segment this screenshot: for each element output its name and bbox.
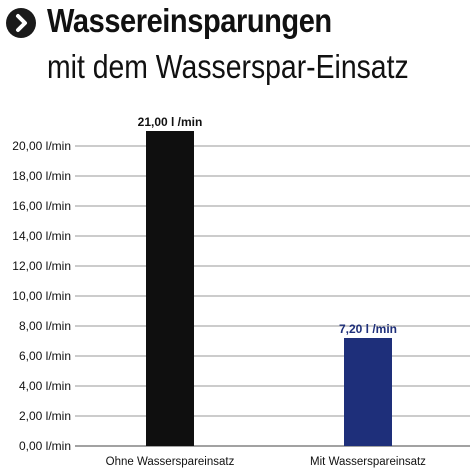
y-tick-label: 0,00 l/min [19,439,71,453]
data-label: 7,20 l /min [339,322,397,336]
bar-without [146,131,194,446]
y-tick-label: 6,00 l/min [19,349,71,363]
x-category-label: Mit Wasserspareinsatz [310,456,426,468]
page-subtitle: mit dem Wasserspar-Einsatz [47,48,409,85]
y-tick-label: 8,00 l/min [19,319,71,333]
page-title: Wassereinsparungen [47,2,332,39]
data-label: 21,00 l /min [138,115,203,129]
y-tick-label: 4,00 l/min [19,379,71,393]
x-category-label: Ohne Wasserspareinsatz [106,456,235,468]
y-tick-label: 12,00 l/min [12,259,71,273]
y-tick-label: 14,00 l/min [12,229,71,243]
y-tick-label: 20,00 l/min [12,139,71,153]
y-tick-label: 18,00 l/min [12,169,71,183]
y-tick-label: 16,00 l/min [12,199,71,213]
y-tick-label: 10,00 l/min [12,289,71,303]
header: Wassereinsparungen mit dem Wasserspar-Ei… [0,0,475,95]
bar-with [344,338,392,446]
y-tick-label: 2,00 l/min [19,409,71,423]
chevron-right-icon [6,8,36,38]
